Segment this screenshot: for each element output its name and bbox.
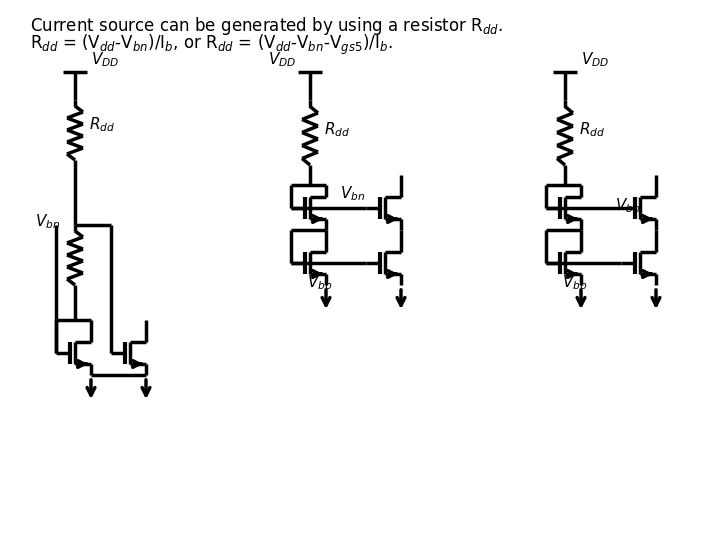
- Text: $\mathit{V}_{DD}$: $\mathit{V}_{DD}$: [268, 50, 296, 69]
- Text: $V_{bn}$: $V_{bn}$: [35, 213, 60, 231]
- Text: $V_{bn}$: $V_{bn}$: [615, 197, 640, 215]
- Text: Current source can be generated by using a resistor R$_{dd}$.: Current source can be generated by using…: [30, 15, 503, 37]
- Text: $\mathit{V}_{DD}$: $\mathit{V}_{DD}$: [581, 50, 609, 69]
- Text: $V_{bb}$: $V_{bb}$: [562, 273, 588, 292]
- Text: R$_{dd}$ = (V$_{dd}$-V$_{bn}$)/I$_b$, or R$_{dd}$ = (V$_{dd}$-V$_{bn}$-V$_{gs5}$: R$_{dd}$ = (V$_{dd}$-V$_{bn}$)/I$_b$, or…: [30, 33, 392, 57]
- Text: $R_{dd}$: $R_{dd}$: [579, 120, 606, 139]
- Text: $V_{bn}$: $V_{bn}$: [340, 184, 365, 203]
- Text: $V_{bb}$: $V_{bb}$: [307, 273, 333, 292]
- Text: $\mathit{V}_{DD}$: $\mathit{V}_{DD}$: [91, 50, 120, 69]
- Text: $R_{dd}$: $R_{dd}$: [89, 116, 115, 134]
- Text: $R_{dd}$: $R_{dd}$: [324, 120, 350, 139]
